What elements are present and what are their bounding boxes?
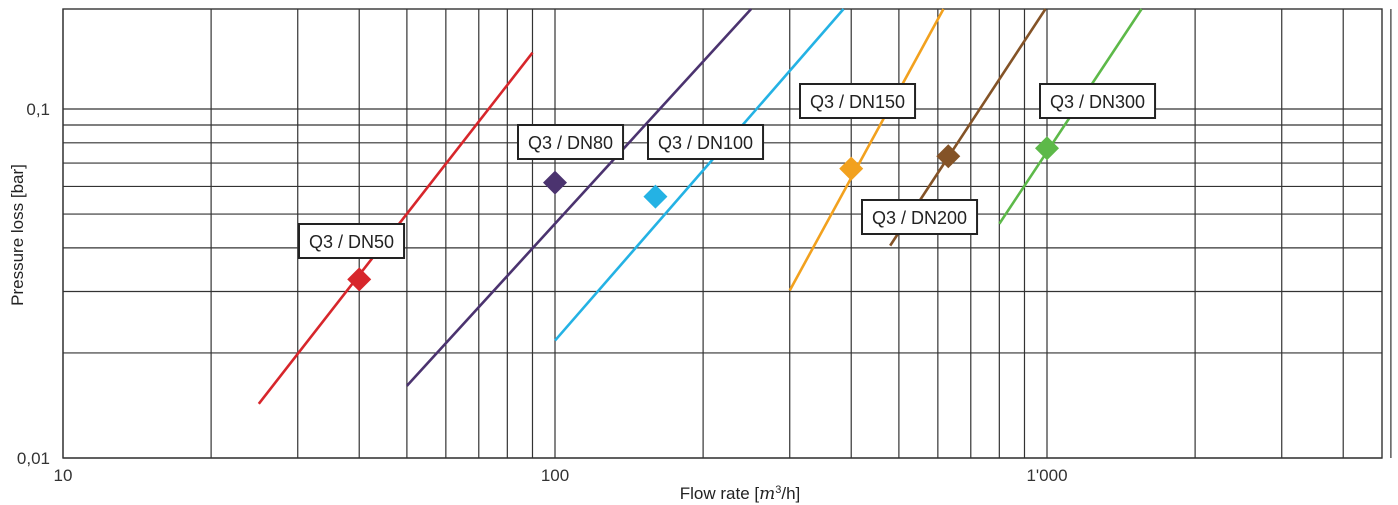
callout-label: Q3 / DN50	[298, 223, 406, 259]
callout-box	[861, 199, 979, 235]
series-markers	[347, 136, 1059, 292]
series-line	[554, 8, 845, 342]
plot-frame	[62, 8, 1383, 459]
callout-label: Q3 / DN80	[517, 124, 625, 160]
x-tick-label: 100	[541, 466, 569, 485]
series-line	[405, 8, 753, 387]
callout-text: Q3 / DN100	[658, 133, 753, 153]
callout-text: Q3 / DN200	[872, 208, 967, 228]
callout-label: Q3 / DN200	[861, 199, 979, 235]
callout-box	[298, 223, 406, 259]
callout-text: Q3 / DN150	[810, 92, 905, 112]
callout-text: Q3 / DN80	[528, 133, 613, 153]
series-marker	[347, 267, 372, 292]
x-tick-label: 1'000	[1026, 466, 1067, 485]
callout-box	[647, 124, 765, 160]
x-tick-label: 10	[54, 466, 73, 485]
x-axis-title: Flow rate [m3/h]	[680, 484, 801, 504]
callout-labels: Q3 / DN50 Q3 / DN80 Q3 / DN100 Q3 / DN150 Q3…	[298, 83, 1157, 259]
callout-label: Q3 / DN300	[1039, 83, 1157, 119]
callout-label: Q3 / DN150	[799, 83, 917, 119]
series-marker	[543, 170, 567, 195]
callout-box	[517, 124, 625, 160]
series-line	[788, 8, 945, 292]
series-marker	[643, 184, 668, 209]
series-marker	[839, 156, 864, 181]
callout-label: Q3 / DN100	[647, 124, 765, 160]
y-tick-label: 0,1	[26, 100, 50, 119]
axes: Pressure loss [bar] Flow rate [m3/h] 10 1…	[8, 100, 1068, 504]
callout-text: Q3 / DN300	[1050, 92, 1145, 112]
callout-box	[799, 83, 917, 119]
callout-text: Q3 / DN50	[309, 232, 394, 252]
series-marker	[1035, 136, 1059, 161]
y-axis-title: Pressure loss [bar]	[8, 164, 27, 306]
series-lines	[257, 8, 1143, 405]
callout-box	[1039, 83, 1157, 119]
series-marker	[936, 144, 961, 169]
grid	[62, 8, 1392, 459]
y-tick-label: 0,01	[17, 449, 50, 468]
